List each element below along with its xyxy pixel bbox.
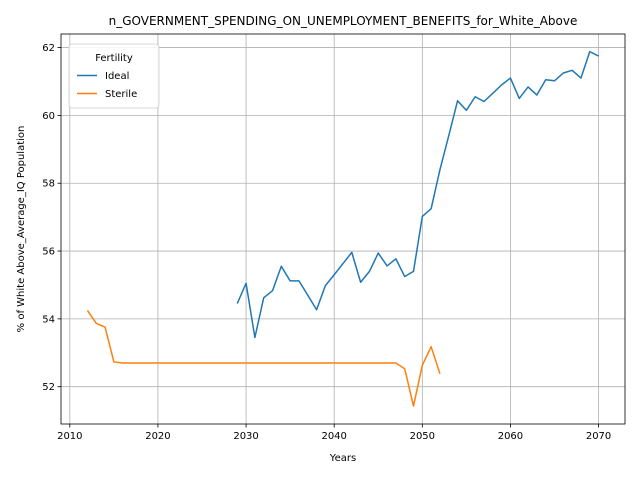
y-tick-label: 62 xyxy=(42,43,55,54)
y-tick-label: 54 xyxy=(42,314,55,325)
plot-frame xyxy=(60,33,626,425)
legend: Fertility Ideal Sterile xyxy=(68,43,160,109)
y-tick-label: 52 xyxy=(42,382,55,393)
y-tick-label: 60 xyxy=(42,111,55,122)
series-line-ideal xyxy=(236,50,599,339)
legend-title: Fertility xyxy=(95,53,133,64)
y-axis: 52 54 56 58 60 62 xyxy=(42,43,61,393)
x-axis: 2010 2020 2030 2040 2050 2060 2070 xyxy=(57,424,611,442)
x-tick-label: 2070 xyxy=(586,431,611,442)
y-axis-label: % of White Above_Average_IQ Population xyxy=(16,126,27,333)
legend-label-ideal: Ideal xyxy=(105,71,129,82)
x-tick-label: 2040 xyxy=(321,431,346,442)
legend-box xyxy=(68,43,160,109)
legend-label-sterile: Sterile xyxy=(105,89,137,100)
series-lines xyxy=(86,50,599,407)
series-line-sterile xyxy=(86,309,441,407)
x-tick-label: 2010 xyxy=(57,431,82,442)
x-tick-label: 2050 xyxy=(410,431,435,442)
x-tick-label: 2020 xyxy=(145,431,170,442)
y-tick-label: 56 xyxy=(42,247,55,258)
x-tick-label: 2030 xyxy=(233,431,258,442)
y-tick-label: 58 xyxy=(42,179,55,190)
x-tick-label: 2060 xyxy=(498,431,523,442)
chart-title: n_GOVERNMENT_SPENDING_ON_UNEMPLOYMENT_BE… xyxy=(109,14,578,28)
x-axis-label: Years xyxy=(329,453,356,464)
